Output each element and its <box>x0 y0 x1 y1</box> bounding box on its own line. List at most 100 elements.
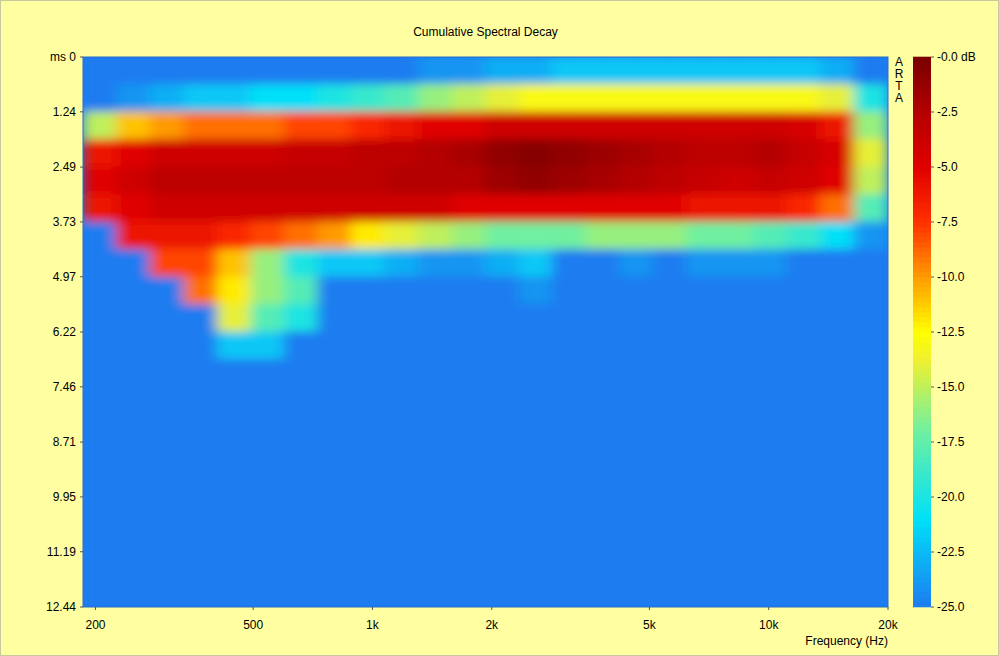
y-tick <box>80 607 83 608</box>
colorbar-step <box>913 372 931 378</box>
cell <box>183 277 217 305</box>
cell <box>686 249 720 277</box>
cell <box>720 277 754 305</box>
cell <box>820 222 854 250</box>
cell <box>384 579 418 607</box>
cell <box>585 277 619 305</box>
cell <box>351 112 385 140</box>
cell <box>787 579 821 607</box>
cell <box>217 139 251 167</box>
cell <box>317 387 351 415</box>
cell <box>720 552 754 580</box>
cell <box>150 359 184 387</box>
cell <box>720 469 754 497</box>
cell <box>518 469 552 497</box>
cell <box>384 304 418 332</box>
chart: Cumulative Spectral Decayms 01.242.493.7… <box>0 0 999 656</box>
cell <box>217 497 251 525</box>
cell <box>619 249 653 277</box>
cell <box>720 414 754 442</box>
colorbar-step <box>913 362 931 368</box>
cell <box>820 442 854 470</box>
cell <box>217 469 251 497</box>
cell <box>250 112 284 140</box>
cell <box>83 469 117 497</box>
cell <box>686 552 720 580</box>
cell <box>351 359 385 387</box>
cell <box>619 579 653 607</box>
x-axis-title: Frequency (Hz) <box>805 634 888 648</box>
colorbar-step <box>913 137 931 143</box>
cell <box>116 524 150 552</box>
cell <box>552 552 586 580</box>
cell <box>753 524 787 552</box>
cell <box>854 552 888 580</box>
cell <box>552 359 586 387</box>
cell <box>619 139 653 167</box>
cell <box>686 222 720 250</box>
colorbar-step <box>913 477 931 483</box>
cell <box>820 57 854 85</box>
y-tick <box>80 386 83 387</box>
cell <box>317 497 351 525</box>
cell <box>317 222 351 250</box>
colorbar-step <box>913 87 931 93</box>
y-tick-label: 12.44 <box>46 600 76 614</box>
cell <box>485 304 519 332</box>
cell <box>351 414 385 442</box>
cell <box>451 304 485 332</box>
cell <box>820 552 854 580</box>
cell <box>585 84 619 112</box>
cell <box>619 387 653 415</box>
cell <box>652 524 686 552</box>
colorbar-step <box>913 507 931 513</box>
background <box>1 1 999 656</box>
cell <box>552 84 586 112</box>
cell <box>284 222 318 250</box>
colorbar-tick <box>931 57 934 58</box>
cell <box>83 304 117 332</box>
cell <box>183 332 217 360</box>
cell <box>485 57 519 85</box>
colorbar-step <box>913 592 931 598</box>
cell <box>451 139 485 167</box>
cell <box>150 469 184 497</box>
colorbar-step <box>913 377 931 383</box>
colorbar-step <box>913 397 931 403</box>
cell <box>284 332 318 360</box>
cell <box>83 139 117 167</box>
cell <box>83 579 117 607</box>
cell <box>284 469 318 497</box>
cell <box>485 579 519 607</box>
cell <box>518 552 552 580</box>
cell <box>854 112 888 140</box>
cell <box>83 332 117 360</box>
colorbar-step <box>913 442 931 448</box>
cell <box>820 497 854 525</box>
cell <box>384 524 418 552</box>
cell <box>619 524 653 552</box>
cell <box>418 194 452 222</box>
cells <box>83 57 888 607</box>
colorbar-step <box>913 412 931 418</box>
cell <box>619 497 653 525</box>
cell <box>652 497 686 525</box>
cell <box>552 277 586 305</box>
cell <box>451 442 485 470</box>
cell <box>451 57 485 85</box>
colorbar-tick-label: -5.0 <box>937 160 958 174</box>
y-tick-label: 9.95 <box>53 490 77 504</box>
cell <box>787 249 821 277</box>
cell <box>217 579 251 607</box>
cell <box>418 304 452 332</box>
cell <box>854 139 888 167</box>
colorbar-step <box>913 512 931 518</box>
cell <box>787 222 821 250</box>
cell <box>854 84 888 112</box>
cell <box>317 84 351 112</box>
cell <box>384 332 418 360</box>
cell <box>485 222 519 250</box>
cell <box>518 277 552 305</box>
y-tick <box>80 551 83 552</box>
colorbar-step <box>913 492 931 498</box>
